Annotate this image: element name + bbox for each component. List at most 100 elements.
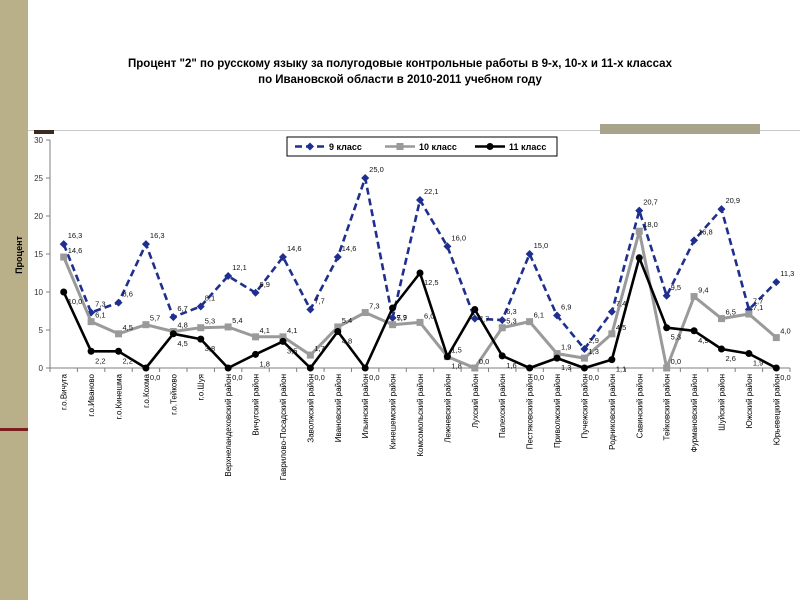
data-point-marker <box>197 335 205 343</box>
x-category-label: Шуйский район <box>717 374 726 431</box>
x-category-label: Пестяковский район <box>526 374 535 449</box>
data-point-marker <box>607 307 616 316</box>
data-point-marker <box>717 345 725 353</box>
data-label: 6,9 <box>561 303 571 312</box>
data-label: 0,0 <box>369 373 379 382</box>
data-point-marker <box>471 364 479 372</box>
left-decor-band <box>0 0 28 600</box>
data-label: 7,3 <box>369 302 379 311</box>
x-category-label: Заволжский район <box>306 374 315 443</box>
data-point-marker <box>553 350 561 358</box>
data-point-marker <box>553 354 561 362</box>
data-point-marker <box>608 356 616 364</box>
x-category-label: г.о.Шуя <box>197 374 206 400</box>
data-label: 0,0 <box>232 373 242 382</box>
data-point-marker <box>580 354 588 362</box>
data-point-marker <box>745 350 753 358</box>
data-point-marker <box>416 269 424 277</box>
x-category-label: г.о.Кинешма <box>115 373 124 419</box>
data-label: 4,8 <box>177 321 187 330</box>
data-point-marker <box>388 313 397 322</box>
data-label: 5,3 <box>205 317 215 326</box>
data-point-marker <box>635 206 644 215</box>
data-point-marker <box>87 318 95 326</box>
data-label: 0,0 <box>479 357 489 366</box>
data-label: 4,5 <box>616 323 626 332</box>
data-label: 5,3 <box>506 317 516 326</box>
x-category-label: г.о.Вичуга <box>60 373 69 410</box>
data-label: 5,3 <box>671 333 681 342</box>
data-point-marker <box>334 328 342 336</box>
data-label: 1,1 <box>616 365 626 374</box>
x-category-label: г.о.Тейково <box>169 373 178 414</box>
data-label: 5,4 <box>342 316 352 325</box>
data-point-marker <box>169 313 178 322</box>
data-label: 2,9 <box>588 336 598 345</box>
data-label: 18,0 <box>643 220 658 229</box>
series-line-10klass <box>62 229 778 370</box>
y-tick-label: 10 <box>34 288 43 297</box>
data-point-marker <box>772 334 780 342</box>
data-point-marker <box>471 305 479 313</box>
data-point-marker <box>470 314 479 323</box>
y-axis-title: Процент <box>14 235 24 273</box>
chart-title-line-2: по Ивановской области в 2010-2011 учебно… <box>258 74 542 86</box>
data-point-marker <box>662 291 671 300</box>
legend-marker <box>486 143 494 150</box>
data-point-marker <box>142 364 150 372</box>
data-point-marker <box>224 272 233 281</box>
data-label: 6,7 <box>177 304 187 313</box>
chart-legend: 9 класс 10 класс 11 класс <box>286 136 558 157</box>
data-point-marker <box>115 347 123 355</box>
data-point-marker <box>526 318 534 326</box>
legend-marker <box>306 142 314 151</box>
data-label: 0,0 <box>150 373 160 382</box>
data-point-marker <box>87 347 95 355</box>
x-category-label: г.о.Кохма <box>142 373 151 407</box>
legend-label: 9 класс <box>329 142 362 152</box>
data-point-marker <box>334 323 342 331</box>
data-label: 20,7 <box>643 198 658 207</box>
data-label: 6,5 <box>725 308 735 317</box>
data-point-marker <box>553 311 562 320</box>
data-point-marker <box>115 330 123 338</box>
data-point-marker <box>59 240 68 249</box>
data-point-marker <box>60 253 68 261</box>
data-point-marker <box>196 302 205 311</box>
data-point-marker <box>525 250 534 258</box>
data-point-marker <box>361 174 370 182</box>
data-point-marker <box>279 333 287 341</box>
data-label: 9,5 <box>671 283 681 292</box>
chart-title-line-1: Процент "2" по русскому языку за полугод… <box>128 58 672 70</box>
x-category-label: Верхнеландеховский район <box>224 374 233 477</box>
x-category-label: Кинешемский район <box>389 374 398 449</box>
y-tick-label: 30 <box>34 136 43 145</box>
data-label: 0,0 <box>780 373 790 382</box>
data-label: 7,7 <box>314 296 324 305</box>
data-label: 4,1 <box>287 326 297 335</box>
data-label: 6,1 <box>95 311 105 320</box>
data-point-marker <box>526 364 534 372</box>
data-label: 6,0 <box>424 311 434 320</box>
x-category-label: Лухский район <box>471 374 480 428</box>
data-label: 14,6 <box>68 246 83 255</box>
x-category-label: Лежневский район <box>443 374 452 443</box>
data-label: 7,4 <box>616 299 626 308</box>
data-label: 7,3 <box>95 300 105 309</box>
data-label: 6,3 <box>506 307 516 316</box>
header-divider-line <box>28 130 800 131</box>
data-label: 7,7 <box>479 314 489 323</box>
data-label: 4,9 <box>698 336 708 345</box>
data-point-marker <box>635 227 643 235</box>
x-category-label: Палехский район <box>498 374 507 438</box>
data-label: 14,6 <box>287 244 302 253</box>
data-point-marker <box>690 236 699 245</box>
y-tick-label: 15 <box>34 250 43 259</box>
data-point-marker <box>498 316 507 325</box>
data-label: 10,0 <box>68 297 83 306</box>
data-label: 5,7 <box>397 314 407 323</box>
data-label: 16,8 <box>698 227 713 236</box>
data-point-marker <box>498 352 506 360</box>
data-label: 9,4 <box>698 286 708 295</box>
data-point-marker <box>60 288 68 296</box>
